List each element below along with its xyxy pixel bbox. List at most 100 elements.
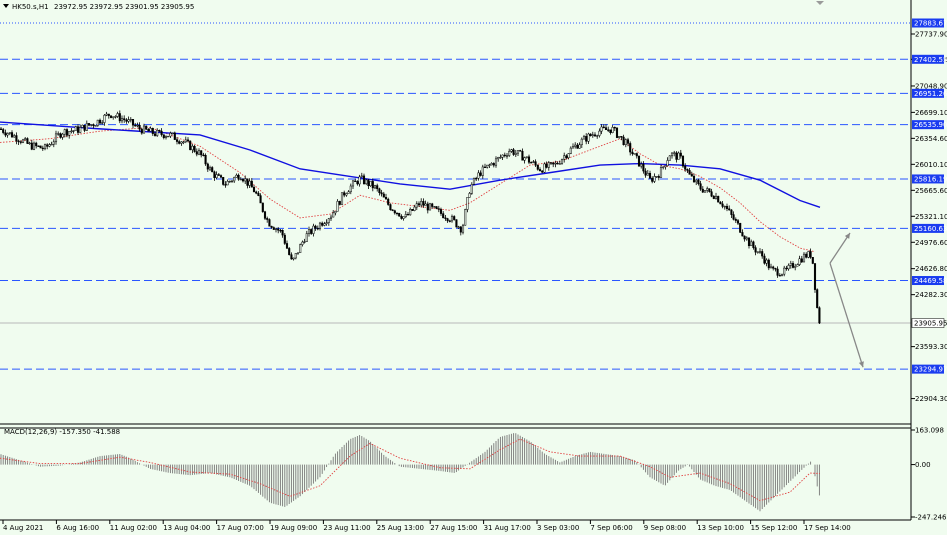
candle <box>8 132 11 136</box>
macd-signal-line <box>0 438 821 502</box>
chevron-down-icon[interactable] <box>3 4 9 8</box>
time-axis[interactable]: 4 Aug 2021 6 Aug 16:00 11 Aug 02:00 13 Aug … <box>2 520 851 532</box>
candle <box>444 215 447 221</box>
candle <box>730 209 733 218</box>
candle <box>631 148 634 156</box>
candle <box>778 273 781 277</box>
candle <box>373 184 377 190</box>
candle <box>679 149 682 159</box>
candle <box>800 255 803 264</box>
candle <box>466 196 469 213</box>
candle <box>237 173 240 181</box>
candle <box>120 115 124 124</box>
macd-pane[interactable] <box>0 433 821 512</box>
candle <box>175 137 179 145</box>
candle <box>422 198 425 208</box>
price-axis[interactable]: 27737.90 27402.55 27048.90 26699.10 26354.60… <box>911 18 947 404</box>
level-label-bg <box>912 223 944 233</box>
candle <box>664 165 667 170</box>
candle <box>556 161 559 165</box>
candle <box>433 206 436 208</box>
candle <box>290 252 293 260</box>
candle <box>114 115 117 119</box>
candle <box>618 136 621 139</box>
level-label: 27883.67 <box>914 20 947 28</box>
candle <box>52 139 55 148</box>
candle <box>325 219 328 226</box>
candle <box>228 180 231 183</box>
candle <box>145 125 148 130</box>
time-tick-label: 13 Sep 10:00 <box>697 524 744 532</box>
candle <box>127 116 130 124</box>
candle <box>525 156 528 159</box>
candle <box>576 142 579 149</box>
candle <box>538 167 542 172</box>
candle <box>721 201 724 209</box>
projection-arrow-down[interactable] <box>829 262 864 368</box>
candle <box>725 203 729 212</box>
candle <box>362 173 366 185</box>
time-tick-label: 4 Aug 2021 <box>3 524 43 532</box>
candle <box>384 193 388 200</box>
macd-tick-label: 163.098 <box>915 427 944 435</box>
time-tick-label: 15 Sep 12:00 <box>751 524 798 532</box>
time-tick-label: 13 Aug 04:00 <box>163 524 210 532</box>
candle <box>371 178 374 192</box>
candle <box>263 210 267 221</box>
candle <box>318 221 322 231</box>
candle <box>719 201 722 205</box>
candle <box>92 123 95 129</box>
candle <box>191 144 194 154</box>
candle <box>567 152 570 160</box>
candle <box>2 127 5 135</box>
candle <box>294 253 297 260</box>
time-tick-label: 31 Aug 17:00 <box>484 524 531 532</box>
candle <box>233 176 236 183</box>
chart-shift-icon[interactable] <box>816 1 824 5</box>
candle <box>48 143 51 148</box>
candle <box>125 118 128 124</box>
price-tick-label: 26010.10 <box>915 161 947 169</box>
candle <box>193 144 196 153</box>
candle <box>351 179 355 189</box>
level-label-bg <box>912 364 944 374</box>
moving-average-0 <box>0 126 816 253</box>
moving-average-lines <box>0 121 821 253</box>
candle <box>450 214 454 223</box>
candle <box>442 211 445 219</box>
candle <box>483 163 487 169</box>
projection-arrows <box>829 232 864 368</box>
candle <box>54 130 58 145</box>
candle <box>655 176 658 178</box>
candle <box>818 306 821 325</box>
candle <box>521 148 524 161</box>
candle <box>323 221 326 227</box>
candle <box>479 170 482 177</box>
candle <box>19 140 22 145</box>
candle <box>112 116 115 120</box>
macd-label: MACD(12,26,9) -157.350 -41.588 <box>4 428 120 436</box>
candle <box>28 141 31 145</box>
level-label: 23294.97 <box>914 366 947 374</box>
candle <box>519 149 522 152</box>
candle <box>406 212 410 216</box>
candle <box>470 182 473 195</box>
candle <box>490 162 493 166</box>
macd-axis[interactable]: 163.098 0.00 -247.246 <box>911 427 947 522</box>
projection-arrow-up[interactable] <box>829 232 851 264</box>
candle <box>283 232 286 245</box>
candle <box>805 252 808 259</box>
candle <box>604 124 608 131</box>
candle <box>197 148 201 156</box>
candle <box>765 258 768 267</box>
candle <box>602 124 605 129</box>
candle <box>21 138 25 144</box>
candle <box>107 113 110 119</box>
candle <box>574 142 577 149</box>
candle <box>477 170 480 181</box>
price-pane[interactable] <box>0 22 911 370</box>
candle <box>257 191 260 197</box>
candle <box>763 253 766 265</box>
candle <box>624 138 627 148</box>
